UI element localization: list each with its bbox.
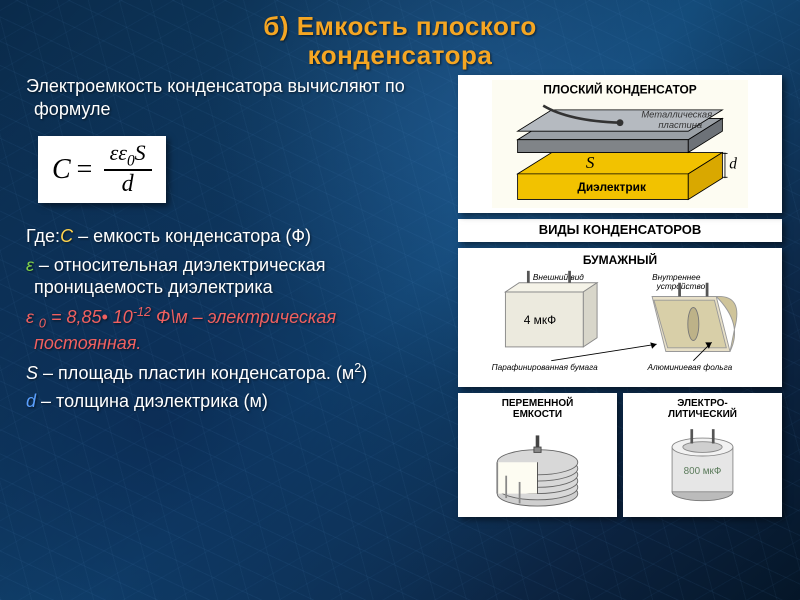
label-S: S — [586, 153, 595, 172]
right-column: ПЛОСКИЙ КОНДЕНСАТОР Металлическая — [458, 75, 782, 517]
label-plate2: пластина — [658, 120, 702, 130]
where-s: S – площадь пластин конденсатора. (м2) — [26, 361, 448, 385]
types-heading-panel: ВИДЫ КОНДЕНСАТОРОВ — [458, 219, 782, 242]
variable-capacitor-panel: ПЕРЕМЕННОЙ ЕМКОСТИ — [458, 393, 617, 517]
var-d: d — [26, 391, 36, 411]
svg-text:Алюминиевая фольга: Алюминиевая фольга — [647, 363, 733, 372]
svg-text:Внешний вид: Внешний вид — [533, 273, 584, 282]
electrolytic-title: ЭЛЕКТРО- ЛИТИЧЕСКИЙ — [628, 398, 777, 420]
where-e0: ε 0 = 8,85• 10-12 Ф\м – электрическая по… — [26, 305, 448, 355]
where-c: Где:С – емкость конденсатора (Ф) — [26, 225, 448, 248]
var-c: С — [60, 226, 73, 246]
formula-box: C = εε0S d — [38, 136, 166, 203]
var-s: S — [26, 363, 38, 383]
paper-title: БУМАЖНЫЙ — [463, 253, 777, 267]
label-dielectric: Диэлектрик — [577, 180, 646, 194]
paper-capacitor-panel: БУМАЖНЫЙ Внешний вид Внутреннее устройст… — [458, 248, 782, 387]
electrolytic-capacitor-panel: ЭЛЕКТРО- ЛИТИЧЕСКИЙ 800 мкФ — [623, 393, 782, 517]
title-line1: б) Емкость плоского — [263, 11, 536, 41]
variable-svg — [463, 422, 612, 507]
var-e0: ε 0 = 8,85• 10-12 Ф\м – электрическая по… — [26, 307, 336, 353]
label-plate: Металлическая — [641, 110, 712, 120]
where-e: ε – относительная диэлектрическая прониц… — [26, 254, 448, 299]
slide-title: б) Емкость плоского конденсатора — [18, 12, 782, 69]
formula-den: d — [116, 171, 140, 197]
label-d: d — [729, 156, 737, 173]
flat-capacitor-svg: ПЛОСКИЙ КОНДЕНСАТОР Металлическая — [463, 80, 777, 208]
flat-capacitor-panel: ПЛОСКИЙ КОНДЕНСАТОР Металлическая — [458, 75, 782, 213]
svg-text:4 мкФ: 4 мкФ — [524, 313, 556, 327]
electrolytic-svg: 800 мкФ — [628, 422, 777, 507]
svg-text:800 мкФ: 800 мкФ — [684, 466, 722, 477]
types-heading: ВИДЫ КОНДЕНСАТОРОВ — [464, 222, 776, 237]
paper-svg: Внешний вид Внутреннее устройство 4 мкФ — [463, 269, 777, 379]
where-d: d – толщина диэлектрика (м) — [26, 390, 448, 413]
formula-eq: = — [75, 154, 94, 186]
var-e: ε — [26, 255, 34, 275]
svg-text:Парафинированная бумага: Парафинированная бумага — [492, 363, 598, 372]
formula-lhs: C — [52, 154, 71, 186]
flat-cap-title: ПЛОСКИЙ КОНДЕНСАТОР — [543, 82, 697, 97]
svg-text:Внутреннее: Внутреннее — [652, 273, 701, 282]
formula-num: εε0S — [104, 142, 152, 171]
left-column: Электроемкость конденсатора вычисляют по… — [18, 75, 448, 517]
title-line2: конденсатора — [308, 40, 493, 70]
intro-text: Электроемкость конденсатора вычисляют по… — [26, 75, 448, 120]
variable-title: ПЕРЕМЕННОЙ ЕМКОСТИ — [463, 398, 612, 420]
